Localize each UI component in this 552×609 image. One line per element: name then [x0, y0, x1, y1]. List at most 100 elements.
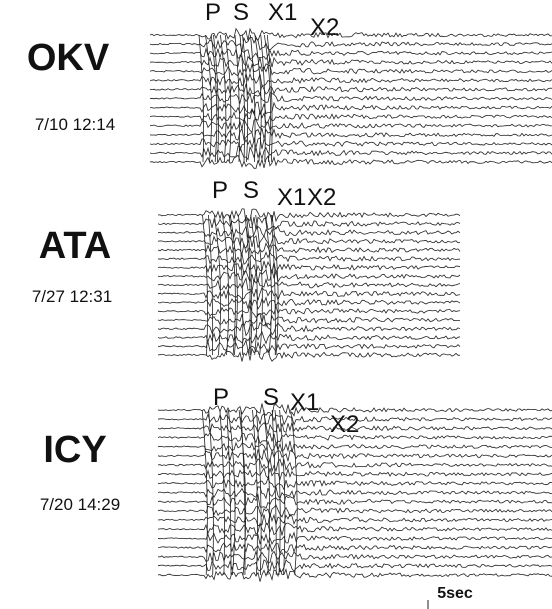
- station-name: ATA: [39, 225, 111, 267]
- seismogram-trace: [149, 83, 552, 96]
- pen-swing: [239, 34, 246, 163]
- pen-swing: [210, 34, 218, 163]
- station-name: OKV: [27, 37, 110, 79]
- seismogram-trace: [149, 109, 552, 124]
- seismogram-trace: [157, 504, 552, 518]
- pen-swing: [224, 34, 232, 163]
- phase-label: S: [263, 384, 279, 411]
- seismogram-trace: [157, 251, 461, 266]
- seismogram-trace: [157, 286, 461, 302]
- seismogram-trace: [157, 513, 552, 527]
- seismogram-trace: [157, 567, 552, 582]
- seismogram-trace: [149, 117, 552, 133]
- pen-swing: [228, 409, 236, 576]
- seismogram-trace: [157, 467, 552, 481]
- pen-swing: [264, 34, 272, 163]
- pen-swing: [250, 214, 258, 356]
- seismogram-trace: [149, 154, 552, 169]
- phase-label: P: [212, 177, 228, 204]
- seismogram-trace: [157, 541, 552, 555]
- seismogram-trace: [157, 331, 461, 345]
- seismogram-trace: [157, 276, 461, 293]
- seismogram-trace: [149, 54, 552, 70]
- pen-swing: [260, 34, 266, 163]
- seismogram-trace: [149, 27, 552, 42]
- phase-label: X2: [307, 184, 336, 211]
- seismogram-trace: [157, 485, 552, 500]
- pen-swing: [205, 34, 212, 163]
- phase-label: P: [205, 0, 221, 26]
- pen-swing: [220, 34, 227, 163]
- seismogram-trace: [149, 127, 552, 142]
- seismogram-trace: [158, 225, 461, 239]
- seismogram-trace: [157, 431, 552, 445]
- seismogram-trace: [157, 347, 461, 362]
- pen-swing: [228, 214, 236, 356]
- pen-swing: [246, 214, 253, 356]
- seismogram-trace: [157, 260, 461, 276]
- seismogram-trace: [157, 493, 552, 509]
- recording-date: 7/20 14:29: [40, 495, 120, 514]
- pen-swing: [255, 214, 263, 356]
- pen-swing: [263, 409, 271, 576]
- pen-swing: [271, 214, 279, 356]
- pen-swing: [242, 34, 249, 163]
- phase-label: X1: [290, 389, 319, 416]
- pen-swing: [222, 214, 230, 356]
- pen-swing: [279, 409, 286, 576]
- seismogram-trace: [157, 522, 552, 536]
- seismogram-trace: [157, 412, 552, 426]
- pen-swing: [208, 214, 214, 356]
- pen-swing: [213, 34, 219, 163]
- phase-label: X2: [330, 411, 359, 438]
- pen-swing: [290, 409, 298, 576]
- pen-swing: [226, 409, 232, 576]
- pen-swing: [252, 409, 258, 576]
- pen-swing: [270, 214, 276, 356]
- seismogram-trace: [157, 559, 552, 572]
- seismogram-trace: [158, 303, 461, 318]
- pen-swing: [198, 34, 204, 163]
- seismogram-trace: [157, 216, 461, 231]
- seismogram-trace: [157, 449, 552, 463]
- pen-swing: [244, 214, 251, 356]
- seismogram-trace: [149, 91, 552, 105]
- pen-swing: [264, 214, 272, 356]
- pen-swing: [274, 409, 281, 576]
- pen-swing: [208, 409, 214, 576]
- phase-label: X1: [268, 0, 297, 26]
- seismogram-trace: [157, 403, 552, 417]
- seismogram-trace: [157, 313, 460, 328]
- seismogram-trace: [149, 137, 552, 153]
- seismogram-trace: [157, 296, 461, 310]
- pen-swing: [202, 214, 208, 356]
- seismogram-trace: [157, 422, 552, 435]
- seismogram-trace: [157, 440, 552, 453]
- seismogram-trace: [149, 145, 552, 161]
- seismogram-trace: [157, 549, 552, 564]
- pen-swing: [219, 409, 225, 576]
- phase-label: S: [243, 177, 259, 204]
- seismogram-trace: [157, 234, 461, 249]
- pen-swing: [229, 214, 238, 356]
- seismogram-trace: [157, 531, 552, 545]
- station-name: ICY: [43, 429, 106, 471]
- scale-label: 5sec: [437, 585, 473, 602]
- pen-swing: [256, 409, 262, 576]
- phase-label: P: [213, 384, 229, 411]
- phase-label: X1: [277, 184, 306, 211]
- pen-swing: [234, 34, 240, 163]
- seismogram-trace: [157, 338, 461, 354]
- seismogram-trace: [149, 101, 552, 116]
- pen-swing: [201, 409, 208, 576]
- seismogram-trace: [157, 477, 552, 491]
- pen-swing: [254, 34, 262, 163]
- pen-swing: [238, 409, 247, 576]
- seismogram-trace: [157, 321, 461, 337]
- phase-label: X2: [310, 14, 339, 41]
- pen-swing: [240, 409, 246, 576]
- pen-swing: [214, 214, 221, 356]
- seismogram-trace: [157, 208, 461, 223]
- phase-label: S: [233, 0, 249, 26]
